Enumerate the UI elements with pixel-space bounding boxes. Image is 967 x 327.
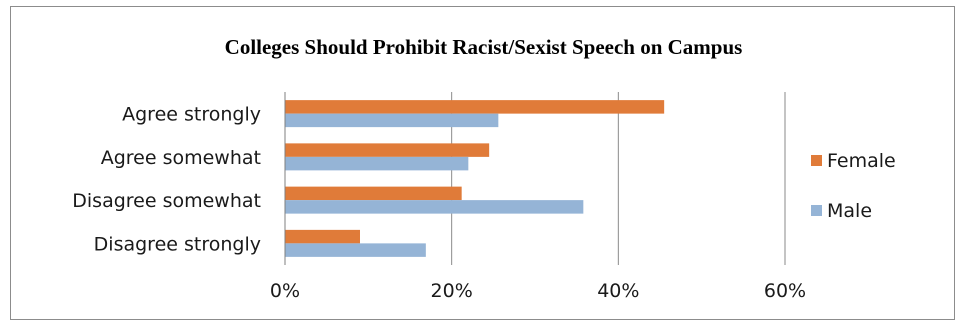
category-labels: Agree strongly Agree somewhat Disagree som… — [72, 104, 261, 256]
legend-label-female: Female — [827, 150, 896, 172]
legend-swatch-female — [811, 155, 822, 166]
category-label: Agree strongly — [122, 104, 261, 126]
bar-female — [285, 186, 462, 201]
x-tick-label: 60% — [764, 280, 806, 302]
category-label: Disagree somewhat — [72, 190, 261, 212]
category-label: Disagree strongly — [94, 233, 261, 255]
x-tick-label: 0% — [270, 280, 300, 302]
bar-female — [285, 229, 360, 244]
legend: Female Male — [811, 150, 896, 222]
grid-lines — [451, 92, 786, 265]
x-tick-label: 40% — [597, 280, 639, 302]
legend-label-male: Male — [827, 200, 872, 222]
bar-male — [285, 243, 426, 257]
chart-title: Colleges Should Prohibit Racist/Sexist S… — [224, 35, 743, 59]
x-tick-labels: 0% 20% 40% 60% — [270, 280, 806, 302]
bar-female — [285, 100, 665, 114]
bar-male — [285, 113, 499, 128]
legend-swatch-male — [811, 205, 822, 216]
bars — [285, 100, 665, 257]
chart-frame: Colleges Should Prohibit Racist/Sexist S… — [10, 6, 955, 320]
bar-female — [285, 143, 490, 157]
x-tick-label: 20% — [431, 280, 473, 302]
bar-male — [285, 156, 469, 171]
bar-chart: Agree strongly Agree somewhat Disagree som… — [72, 92, 896, 302]
category-label: Agree somewhat — [101, 147, 261, 169]
bar-male — [285, 200, 584, 214]
